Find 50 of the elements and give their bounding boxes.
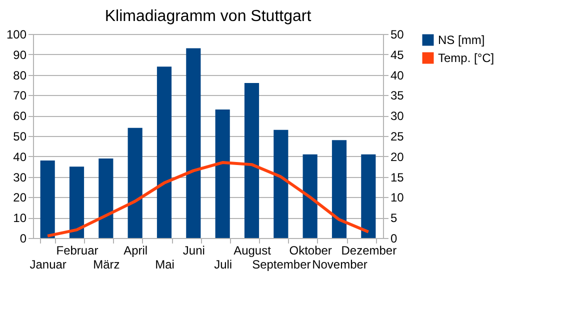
y2-tick-label: 10 [390,190,404,205]
bar [40,160,55,238]
legend-label: NS [mm] [438,33,485,47]
y-tick-label: 100 [6,28,27,42]
x-tick-label: September [252,258,311,272]
x-tick-label: Juli [214,258,232,272]
y-tick-label: 30 [13,170,27,184]
y2-tick-label: 5 [390,211,398,226]
bar [332,140,347,238]
y2-tick-label: 20 [390,150,404,164]
y2-tick-label: 40 [390,68,404,82]
legend-label: Temp. [°C] [438,51,494,65]
y-tick-label: 0 [20,232,27,246]
bar [274,130,288,238]
x-tick-label: Juni [182,244,205,258]
y-tick-label: 40 [13,150,27,164]
x-tick-label: Januar [30,258,66,272]
x-tick-label: April [124,244,148,258]
y-tick-label: 70 [13,88,27,103]
line-series [46,161,370,238]
chart-title: Klimadiagramm von Stuttgart [104,8,312,25]
y-tick-label: 80 [13,68,27,82]
y-tick-label: 50 [13,130,27,144]
bar [244,82,260,238]
y2-tick-label: 50 [390,28,404,42]
y-tick-label: 20 [13,190,27,205]
x-tick-label: März [93,258,120,272]
y2-tick-label: 25 [390,130,404,144]
bar [98,158,114,238]
x-tick-label: Februar [56,244,98,258]
y-tick-label: 10 [13,211,27,226]
bar [302,154,318,238]
y2-tick-label: 15 [390,170,404,184]
y2-tick-label: 0 [390,232,398,246]
bar [186,48,201,238]
y-tick-label: 60 [13,109,27,124]
y2-tick-label: 35 [390,88,404,103]
x-tick-label: November [312,258,368,272]
y-tick-label: 90 [13,48,27,62]
x-tick-label: Dezember [341,244,397,258]
x-tick-label: Oktober [289,244,332,258]
bar [156,66,172,238]
y2-tick-label: 30 [390,109,404,124]
x-tick-label: Mai [155,258,174,272]
bar [69,166,84,238]
bar [361,154,376,238]
bar [128,128,142,238]
y2-tick-label: 45 [390,48,404,62]
bar [215,109,230,238]
x-tick-label: August [234,244,272,258]
